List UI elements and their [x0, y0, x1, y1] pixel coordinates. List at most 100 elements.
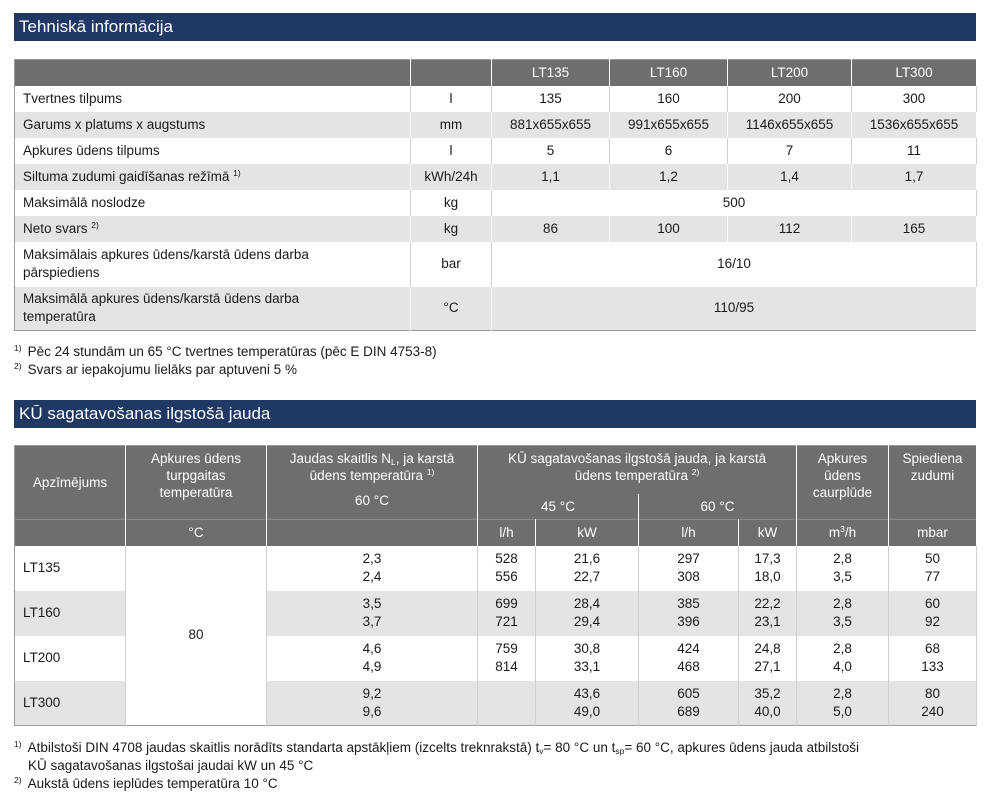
header-line: KŪ sagatavošanas ilgstošā jauda, ja kars…	[507, 451, 767, 466]
continuous-output-table: Apzīmējums Apkures ūdens turpgaitas temp…	[14, 445, 978, 726]
cell-value: 300	[851, 85, 977, 112]
row-label-line: temperatūra	[23, 309, 96, 325]
cell-value: 2,3	[362, 551, 382, 566]
cell-value: 29,4	[573, 614, 601, 629]
row-unit: bar	[410, 241, 492, 287]
cell-value: 2,4	[362, 569, 382, 584]
row-unit: l	[410, 85, 492, 112]
header-line: Spiediena	[902, 451, 963, 466]
header-empty	[14, 59, 411, 86]
table-row: Maksimālā apkures ūdens/karstā ūdens dar…	[14, 286, 977, 331]
cell-value: 556	[495, 569, 518, 584]
cell-value: 4,6	[362, 641, 382, 656]
row-designation: LT300	[14, 680, 126, 726]
cell-value: 759	[495, 641, 518, 656]
header-supply-temp: Apkures ūdens turpgaitas temperatūra	[125, 445, 267, 520]
cell-value-pair: 385 396	[638, 590, 739, 636]
cell-value-pair: 297 308	[638, 545, 739, 591]
header-model: LT160	[609, 59, 728, 86]
cell-value: 308	[677, 569, 700, 584]
row-label-text: Neto svars	[23, 221, 88, 236]
unit-text: m	[828, 525, 841, 541]
cell-value: 528	[495, 551, 518, 566]
table-header-row: 45 °C 60 °C	[15, 493, 977, 520]
header-model: LT200	[727, 59, 852, 86]
footnote-mark: 1)	[14, 739, 22, 749]
header-sub: L	[391, 457, 396, 467]
cell-value: 92	[925, 614, 941, 629]
section-title-continuous-output: KŪ sagatavošanas ilgstošā jauda	[14, 400, 976, 428]
header-line: ūdens	[824, 468, 861, 483]
table-row: Maksimālais apkures ūdens/karstā ūdens d…	[14, 241, 977, 287]
header-line: Apkures	[817, 451, 868, 466]
supply-temp-value: 80	[125, 545, 267, 726]
cell-value: 23,1	[754, 614, 781, 629]
cell-value: 2,8	[833, 641, 852, 656]
cell-value-pair: 2,8 3,5	[796, 590, 890, 636]
row-designation: LT160	[14, 590, 126, 636]
row-unit: kWh/24h	[410, 163, 492, 190]
cell-value: 5	[491, 137, 610, 164]
cell-value: 1,4	[727, 163, 852, 190]
cell-value-merged: 500	[491, 189, 977, 216]
table-units-row: °C l/h kW l/h kW m3/h mbar	[14, 519, 978, 546]
cell-value: 165	[851, 215, 977, 242]
header-flow: Apkures ūdens caurplūde	[796, 445, 890, 520]
cell-value-pair: 50 77	[888, 545, 978, 591]
table-row: LT300 9,2 9,6 43,6 49,0 605 689 35,2 40,0 2,8 5,0…	[14, 680, 978, 726]
row-unit: kg	[410, 215, 492, 242]
cell-value: 4,0	[833, 659, 852, 674]
header-line: Apkures ūdens	[150, 451, 242, 466]
cell-value: 2,8	[833, 551, 852, 566]
header-line: caurplūde	[812, 485, 873, 500]
table-row: LT135 80 2,3 2,4 528 556 21,6 22,7 297 308 17,3 18,…	[14, 545, 978, 726]
table-row: Apkures ūdens tilpums l 5 6 7 11	[14, 137, 977, 164]
table-row: Neto svars 2) kg 86 100 112 165	[14, 215, 977, 242]
cell-value: 27,1	[754, 659, 781, 674]
table-row: Maksimālā noslodze kg 500	[14, 189, 977, 216]
cell-value: 881x655x655	[491, 111, 610, 138]
unit-cell	[14, 519, 126, 546]
table-row: Siltuma zudumi gaidīšanas režīmā 1) kWh/…	[14, 163, 977, 190]
cell-value-merged: 16/10	[491, 241, 977, 287]
unit-cell: °C	[125, 519, 267, 546]
cell-value: 5,0	[833, 703, 852, 719]
cell-value: 3,5	[833, 614, 852, 629]
header-line: Jaudas skaitlis N	[289, 451, 392, 466]
cell-value-pair: 35,2 40,0	[738, 680, 798, 726]
row-label: Maksimālā noslodze	[14, 189, 411, 216]
cell-value-pair: 9,2 9,6	[266, 680, 478, 726]
cell-value-pair: 60 92	[888, 590, 978, 636]
row-label-line: Maksimālais apkures ūdens/karstā ūdens d…	[23, 247, 309, 262]
footnote-mark: 2)	[691, 467, 700, 477]
unit-text: /h	[844, 525, 857, 541]
cell-value: 100	[609, 215, 728, 242]
cell-value: 60	[925, 596, 941, 611]
unit-cell: kW	[738, 519, 798, 546]
header-continuous-output: KŪ sagatavošanas ilgstošā jauda, ja kars…	[477, 445, 798, 494]
cell-value-pair: 17,3 18,0	[738, 545, 798, 591]
cell-value-pair: 2,8 4,0	[796, 635, 890, 681]
cell-value: 21,6	[573, 551, 601, 566]
row-unit: kg	[410, 189, 492, 216]
cell-value: 49,0	[573, 703, 601, 719]
row-designation: LT200	[14, 635, 126, 681]
row-designation: LT135	[14, 545, 126, 591]
footnote-mark: 1)	[14, 343, 22, 353]
cell-value-pair: 605 689	[638, 680, 739, 726]
header-temp-45: 45 °C	[477, 493, 639, 520]
cell-value: 200	[727, 85, 852, 112]
unit-cell: l/h	[477, 519, 536, 546]
cell-value: 68	[925, 641, 941, 656]
unit-cell: l/h	[638, 519, 739, 546]
cell-value: 385	[677, 596, 700, 611]
footnote-mark: 2)	[91, 220, 99, 230]
cell-value-pair: 68 133	[888, 635, 978, 681]
cell-value: 9,6	[362, 703, 382, 719]
footnote: 2) Aukstā ūdens ieplūdes temperatūra 10 °…	[14, 775, 859, 793]
table-header-row: LT135 LT160 LT200 LT300	[14, 59, 977, 86]
cell-value: 240	[921, 703, 944, 719]
row-label: Maksimālais apkures ūdens/karstā ūdens d…	[14, 241, 411, 287]
footnote: 1) Pēc 24 stundām un 65 °C tvertnes tempe…	[14, 343, 437, 361]
cell-value: 297	[677, 551, 700, 566]
